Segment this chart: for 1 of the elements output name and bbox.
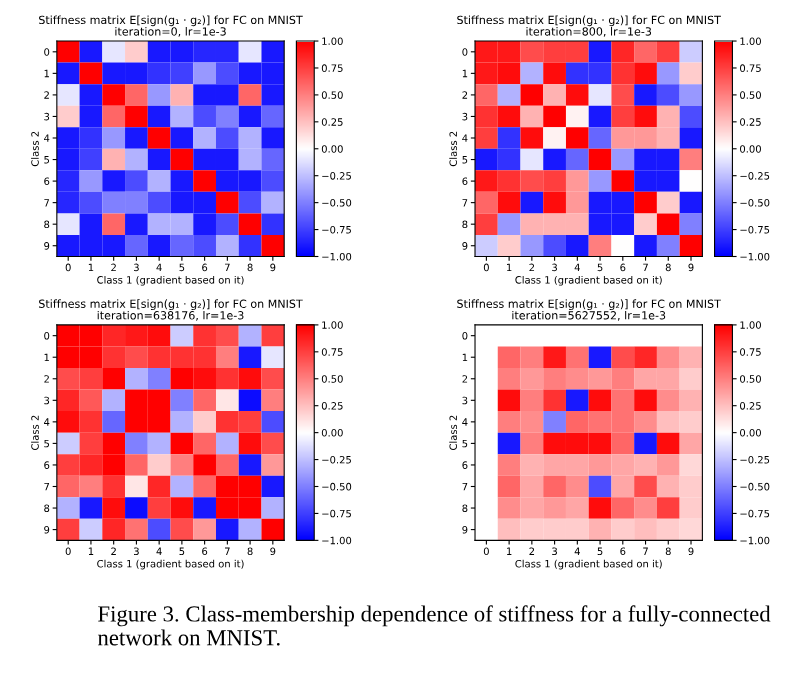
caption: Figure 3. Class-membership dependence of stiffness for a fully-connected network on MNIST. <box>97 605 771 646</box>
